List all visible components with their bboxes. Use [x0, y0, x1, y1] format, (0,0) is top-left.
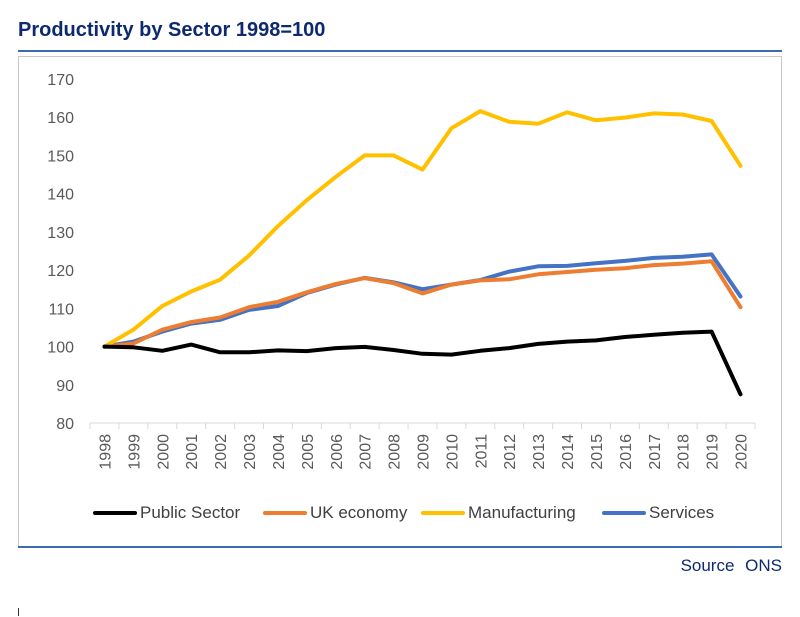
x-tick-label: 2013	[531, 434, 548, 470]
x-tick-label: 2019	[705, 434, 722, 470]
legend-label: Services	[649, 503, 714, 522]
y-tick-label: 150	[47, 148, 74, 165]
x-tick-label: 2004	[271, 434, 288, 470]
x-tick-label: 2012	[502, 434, 519, 470]
y-tick-label: 120	[47, 263, 74, 280]
stray-mark	[18, 608, 19, 616]
legend-label: UK economy	[310, 503, 408, 522]
x-tick-label: 2001	[184, 434, 201, 470]
source-note: Source ONS	[680, 556, 782, 575]
title-divider	[18, 50, 782, 52]
series-line-services	[102, 252, 743, 349]
x-tick-label: 2015	[589, 434, 606, 470]
x-tick-label: 2018	[676, 434, 693, 470]
x-tick-label: 2008	[387, 434, 404, 470]
series-lines	[102, 109, 743, 397]
x-tick-label: 2011	[473, 434, 490, 469]
series-line-manufacturing	[102, 109, 743, 349]
x-tick-label: 2014	[560, 434, 577, 470]
legend-label: Public Sector	[140, 503, 240, 522]
y-tick-label: 140	[47, 187, 74, 204]
x-tick-label: 1999	[126, 434, 143, 470]
x-tick-label: 1998	[97, 434, 114, 470]
y-tick-label: 170	[47, 72, 74, 89]
x-tick-label: 2007	[358, 434, 375, 470]
y-tick-label: 100	[47, 340, 74, 357]
x-tick-label: 2002	[213, 434, 230, 470]
x-tick-label: 2006	[329, 434, 346, 470]
x-tick-label: 2000	[155, 434, 172, 470]
legend: Public Sector UK economy Manufacturing Serv…	[93, 503, 714, 522]
footer-divider	[18, 546, 782, 548]
chart-frame	[18, 56, 782, 546]
y-tick-label: 80	[56, 416, 74, 433]
x-tick-label: 2009	[416, 434, 433, 470]
y-tick-label: 90	[56, 378, 74, 395]
series-line-public-sector	[102, 329, 743, 397]
y-tick-label: 110	[48, 301, 74, 318]
x-tick-label: 2020	[734, 434, 751, 470]
legend-label: Manufacturing	[468, 503, 576, 522]
x-tick-label: 2003	[242, 434, 259, 470]
chart-title: Productivity by Sector 1998=100	[18, 19, 326, 41]
x-tick-label: 2010	[444, 434, 461, 470]
series-line-uk-economy	[102, 259, 743, 349]
y-axis: 80 90 100 110 120 130 140 150 160 170	[47, 72, 74, 433]
x-tick-label: 2005	[300, 434, 317, 470]
y-tick-label: 160	[47, 110, 74, 127]
y-tick-label: 130	[47, 225, 74, 242]
x-axis: 1998 1999 2000 2001 2002 2003 2004 2005 2006 2007…	[89, 422, 756, 470]
x-tick-label: 2016	[618, 434, 635, 470]
x-tick-label: 2017	[647, 434, 664, 470]
